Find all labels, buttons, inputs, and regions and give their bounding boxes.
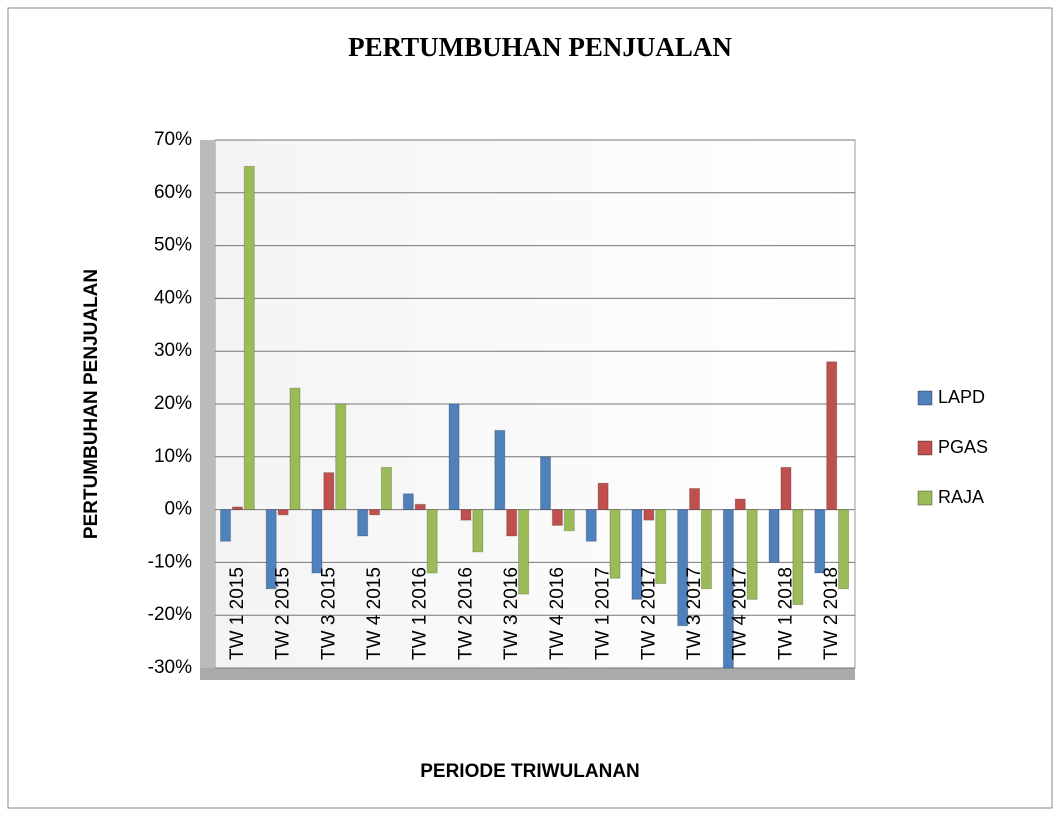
bar (814, 509, 826, 574)
bar (265, 509, 277, 590)
bar (643, 509, 655, 521)
bar (448, 403, 460, 511)
bar (734, 498, 746, 511)
legend-swatch (917, 440, 933, 456)
bar (792, 509, 804, 606)
x-tick-label: TW 1 2016 (410, 567, 431, 660)
bar (323, 472, 335, 511)
bar (277, 509, 289, 516)
x-tick-label: TW 2 2016 (455, 567, 476, 660)
y-tick-label: 30% (154, 340, 192, 361)
y-tick-label: 10% (154, 446, 192, 467)
x-tick-label: TW 1 2018 (775, 567, 796, 660)
bar (219, 509, 232, 542)
bar (311, 509, 323, 574)
bar (426, 509, 438, 574)
y-axis-title: PERTUMBUHAN PENJUALAN (81, 269, 102, 539)
bar (551, 509, 563, 526)
x-tick-label: TW 2 2015 (273, 567, 294, 660)
x-tick-label: TW 4 2016 (547, 567, 568, 660)
chart-title: PERTUMBUHAN PENJUALAN (348, 32, 732, 62)
bar (700, 509, 712, 590)
bar (826, 361, 838, 511)
bar (563, 509, 575, 532)
bar (231, 506, 243, 511)
x-tick-label: TW 1 2017 (593, 567, 614, 660)
x-tick-label: TW 3 2016 (501, 567, 522, 660)
bar (746, 509, 758, 600)
x-tick-label: TW 2 2018 (821, 567, 842, 660)
y-tick-label: 70% (154, 129, 192, 150)
legend-label: LAPD (938, 387, 985, 407)
floor (200, 668, 855, 680)
bar (380, 466, 392, 511)
y-tick-label: -20% (148, 604, 192, 625)
legend-label: RAJA (938, 487, 984, 507)
legend-swatch (917, 390, 933, 406)
x-axis-title: PERIODE TRIWULANAN (420, 761, 640, 782)
bar (494, 429, 506, 511)
x-tick-label: TW 1 2015 (227, 567, 248, 660)
y-tick-label: 20% (154, 393, 192, 414)
bar (518, 509, 530, 595)
bar (414, 503, 426, 511)
bar (631, 509, 643, 600)
bar (585, 509, 597, 542)
bar (369, 509, 381, 516)
legend-label: PGAS (938, 437, 988, 457)
x-tick-label: TW 4 2015 (364, 567, 385, 660)
legend-swatch (917, 490, 933, 506)
bar (677, 509, 689, 627)
bar (243, 165, 255, 511)
bar (655, 509, 667, 585)
bar (472, 509, 484, 553)
y-tick-label: 0% (165, 499, 193, 520)
bar (539, 456, 552, 511)
bar (597, 482, 609, 511)
bar (689, 487, 701, 511)
x-tick-label: TW 4 2017 (730, 567, 751, 660)
bar (838, 509, 850, 590)
y-tick-label: 40% (154, 287, 192, 308)
bar (780, 466, 792, 511)
bar (506, 509, 518, 537)
bar (289, 387, 301, 511)
y-tick-label: 60% (154, 182, 192, 203)
bar (357, 509, 369, 537)
bar (609, 509, 621, 579)
bar (460, 509, 472, 521)
bar (768, 509, 780, 563)
side-wall (200, 140, 215, 680)
bar (722, 509, 734, 669)
y-tick-label: -30% (148, 657, 192, 678)
x-tick-label: TW 3 2017 (684, 567, 705, 660)
bar (402, 493, 414, 511)
bar (335, 403, 347, 511)
x-tick-label: TW 3 2015 (318, 567, 339, 660)
y-tick-label: 50% (154, 235, 192, 256)
y-tick-label: -10% (148, 551, 192, 572)
x-tick-label: TW 2 2017 (638, 567, 659, 660)
